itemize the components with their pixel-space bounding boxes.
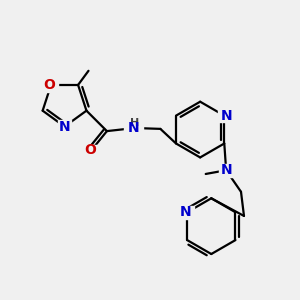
Bar bbox=[220, 164, 233, 177]
Text: O: O bbox=[85, 143, 97, 158]
Bar bbox=[181, 206, 194, 219]
Bar bbox=[218, 109, 231, 122]
Bar bbox=[124, 122, 143, 135]
Bar bbox=[44, 78, 58, 92]
Bar bbox=[58, 120, 71, 133]
Text: N: N bbox=[220, 163, 232, 177]
Text: N: N bbox=[59, 120, 70, 134]
Text: N: N bbox=[220, 109, 232, 123]
Bar bbox=[84, 145, 99, 156]
Text: N: N bbox=[179, 205, 191, 219]
Text: O: O bbox=[43, 78, 55, 92]
Text: N: N bbox=[128, 121, 140, 135]
Text: H: H bbox=[130, 118, 139, 128]
